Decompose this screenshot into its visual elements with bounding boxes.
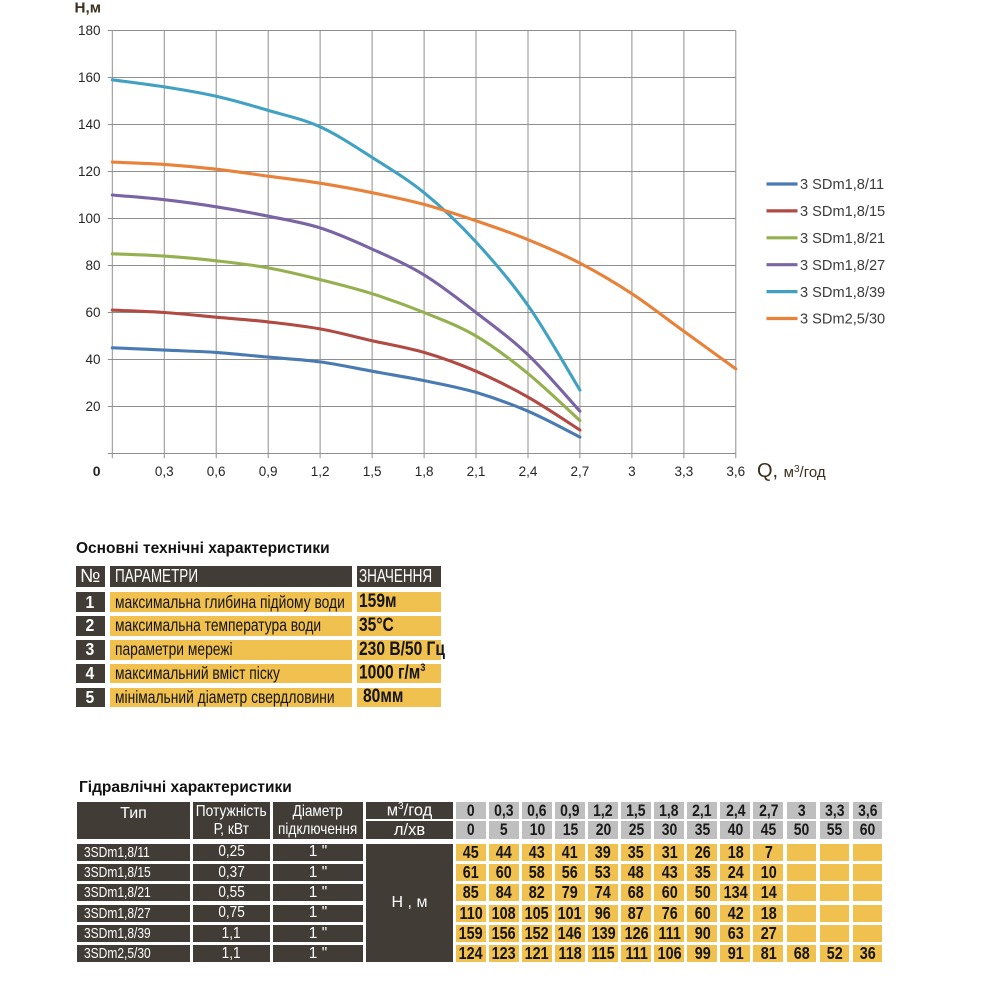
svg-text:3,3: 3,3 (675, 464, 694, 479)
svg-text:3 SDm1,8/27: 3 SDm1,8/27 (800, 258, 885, 274)
svg-text:40: 40 (85, 352, 100, 367)
svg-text:120: 120 (78, 164, 101, 179)
svg-text:0,9: 0,9 (259, 464, 278, 479)
svg-text:1,5: 1,5 (363, 464, 382, 479)
svg-text:3 SDm1,8/11: 3 SDm1,8/11 (800, 177, 884, 193)
svg-text:H,м: H,м (75, 0, 101, 17)
svg-text:2,4: 2,4 (519, 464, 538, 479)
svg-text:2,1: 2,1 (467, 464, 486, 479)
svg-text:180: 180 (78, 23, 101, 38)
svg-text:3: 3 (628, 464, 636, 479)
svg-text:3 SDm1,8/39: 3 SDm1,8/39 (800, 285, 885, 301)
svg-text:Q, м3/год: Q, м3/год (757, 460, 826, 482)
svg-text:80: 80 (85, 258, 100, 273)
svg-text:2,7: 2,7 (571, 464, 590, 479)
svg-text:60: 60 (85, 305, 100, 320)
svg-text:100: 100 (78, 211, 101, 226)
svg-text:0: 0 (93, 463, 101, 479)
svg-text:1,8: 1,8 (415, 464, 434, 479)
svg-text:140: 140 (78, 117, 101, 132)
svg-text:0,3: 0,3 (155, 464, 174, 479)
svg-text:0,6: 0,6 (207, 464, 226, 479)
svg-text:1,2: 1,2 (311, 464, 330, 479)
svg-text:3 SDm1,8/15: 3 SDm1,8/15 (800, 204, 885, 220)
svg-text:3 SDm2,5/30: 3 SDm2,5/30 (800, 312, 885, 328)
svg-text:20: 20 (85, 399, 100, 414)
svg-text:160: 160 (78, 70, 101, 85)
svg-text:3,6: 3,6 (726, 464, 745, 479)
svg-text:3 SDm1,8/21: 3 SDm1,8/21 (800, 231, 885, 247)
